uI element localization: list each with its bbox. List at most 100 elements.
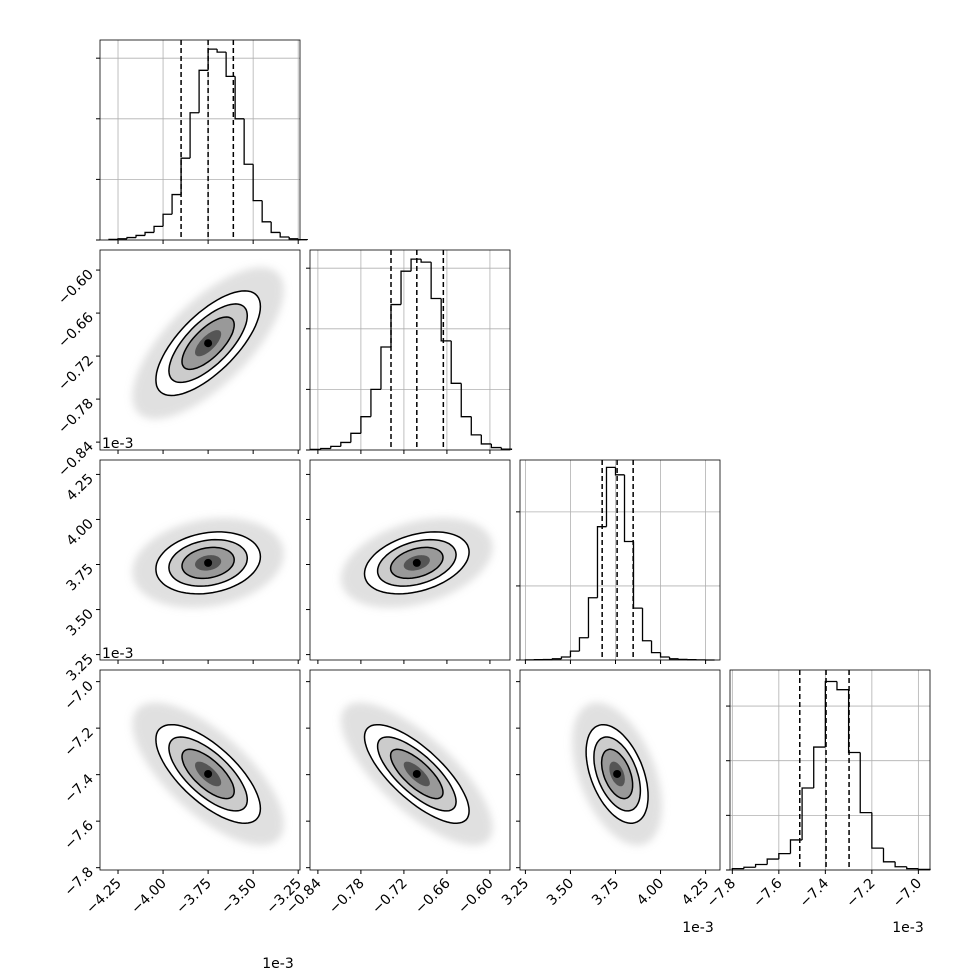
y-tick-label: −7.6 — [61, 818, 96, 853]
pair-frame — [309, 669, 511, 871]
hist-bin — [551, 658, 562, 660]
hist-bin — [117, 238, 128, 240]
hist-frame — [99, 39, 301, 241]
hist-bin — [789, 839, 803, 854]
x-tick-label: −0.60 — [455, 876, 497, 918]
pair-panel — [520, 670, 720, 870]
hist-panel — [100, 40, 300, 240]
hist-bin — [153, 225, 164, 233]
pair-frame — [309, 459, 511, 661]
center-point — [613, 769, 622, 778]
hist-bin — [569, 650, 580, 658]
hist-bin — [288, 236, 299, 240]
x-tick-label: −0.66 — [412, 875, 454, 917]
hist-bin — [650, 640, 661, 654]
hist-bin — [400, 270, 412, 305]
hist-bin — [350, 432, 361, 443]
hist-bin — [162, 213, 173, 227]
x-tick-label: −7.0 — [890, 876, 925, 911]
y-tick-label: −7.2 — [61, 725, 96, 760]
y-tick-label: 3.50 — [63, 606, 96, 639]
offset-label: 1e-3 — [262, 956, 293, 970]
offset-label: 1e-3 — [102, 646, 133, 662]
hist-bin — [906, 866, 919, 870]
y-tick-label: −0.84 — [55, 439, 97, 481]
hist-bin — [801, 787, 814, 840]
hist-bin — [370, 388, 381, 417]
hist-bin — [836, 681, 849, 691]
hist-bin — [743, 866, 756, 869]
hist-bin — [766, 858, 779, 865]
hist-bin — [500, 447, 513, 450]
hist-bin — [813, 746, 826, 789]
x-tick-label: −4.00 — [128, 876, 170, 918]
hist-bin — [320, 447, 331, 450]
x-tick-label: −3.50 — [218, 876, 260, 918]
pair-frame — [519, 669, 721, 871]
offset-label: 1e-3 — [682, 920, 713, 936]
x-tick-label: −7.8 — [704, 876, 739, 911]
hist-bin — [252, 164, 263, 202]
x-tick-label: −0.72 — [369, 876, 411, 918]
hist-bin — [668, 657, 679, 660]
hist-bin — [171, 193, 182, 215]
pair-panel — [100, 460, 300, 660]
pair-panel — [310, 460, 510, 660]
hist-bin — [587, 597, 598, 638]
hist-bin — [470, 416, 482, 436]
hist-bin — [450, 340, 462, 384]
hist-bin — [882, 848, 896, 863]
hist-panel — [310, 250, 510, 450]
x-tick-label: −7.2 — [843, 876, 878, 911]
hist-frame — [519, 459, 721, 661]
hist-bin — [270, 221, 281, 234]
hist-bin — [360, 416, 371, 434]
hist-bin — [135, 234, 146, 238]
hist-bin — [859, 752, 872, 814]
hist-panel — [730, 670, 930, 870]
hist-bin — [410, 258, 422, 272]
pair-panel — [310, 670, 510, 870]
hist-bin — [180, 157, 191, 195]
y-tick-label: 4.00 — [63, 516, 96, 549]
hist-bin — [677, 658, 688, 661]
hist-bin — [380, 346, 392, 390]
hist-bin — [243, 118, 254, 165]
y-tick-label: 3.25 — [63, 651, 96, 684]
hist-bin — [614, 467, 625, 476]
center-point — [204, 769, 213, 778]
center-point — [204, 339, 213, 348]
offset-label: 1e-3 — [892, 920, 923, 936]
pair-frame — [99, 459, 301, 661]
hist-bin — [189, 112, 200, 159]
hist-bin — [225, 52, 236, 78]
pair-panel — [100, 250, 300, 450]
x-tick-label: −0.78 — [326, 876, 368, 918]
hist-panel — [520, 460, 720, 660]
y-tick-label: −7.0 — [61, 678, 96, 713]
hist-bin — [560, 656, 571, 659]
center-point — [204, 558, 213, 567]
x-tick-label: −3.75 — [173, 876, 215, 918]
pair-frame — [99, 669, 301, 871]
hist-bin — [340, 441, 351, 447]
hist-bin — [234, 76, 245, 120]
hist-bin — [126, 236, 137, 239]
center-point — [412, 769, 421, 778]
x-tick-label: −7.6 — [750, 875, 785, 910]
x-tick-label: 3.50 — [544, 876, 577, 909]
x-tick-label: −7.4 — [797, 875, 832, 910]
y-tick-label: 3.75 — [63, 561, 96, 594]
hist-bin — [440, 298, 452, 342]
hist-bin — [330, 445, 341, 449]
hist-bin — [894, 861, 907, 868]
center-point — [412, 558, 421, 567]
hist-bin — [731, 867, 744, 870]
hist-bin — [596, 526, 607, 598]
hist-bin — [198, 69, 209, 113]
hist-bin — [279, 232, 290, 238]
x-tick-label: 3.75 — [589, 876, 622, 909]
hist-frame — [309, 249, 511, 451]
